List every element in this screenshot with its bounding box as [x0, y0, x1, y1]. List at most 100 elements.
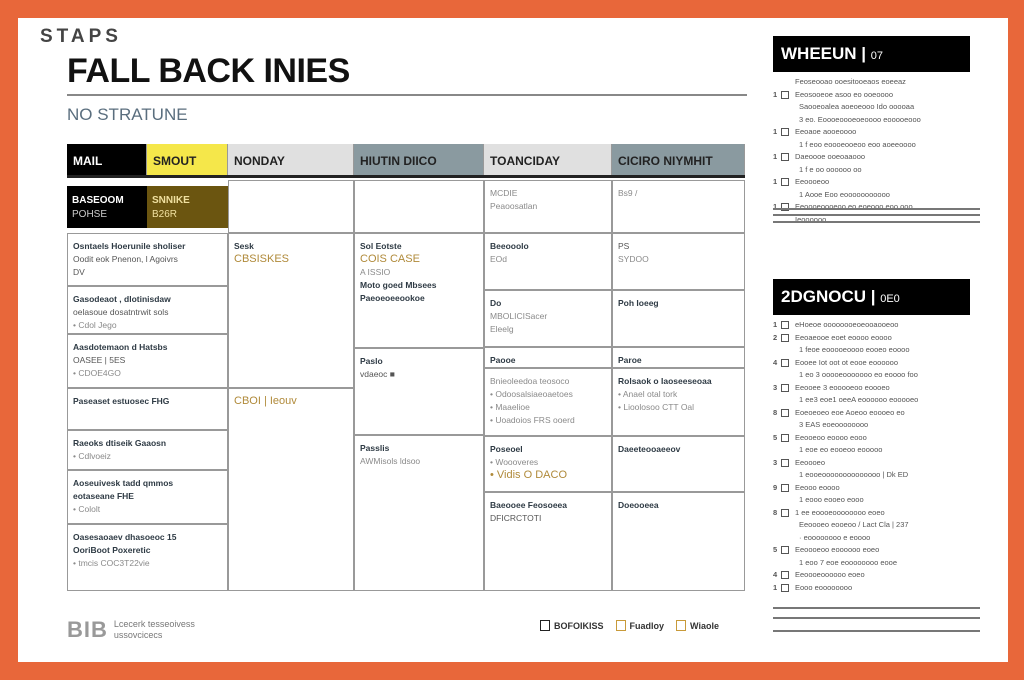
cell-text: Moto goed Mbsees — [360, 280, 437, 290]
task-checkbox[interactable] — [781, 358, 789, 367]
grid-cell[interactable]: Aasdotemaon d Hatsbs OASEE | 5ES • CDOE4GO — [67, 334, 228, 388]
grid-cell[interactable]: Daeeteooaeeov — [612, 436, 745, 492]
task-text: 1 eooo eooeo eooo — [799, 495, 864, 504]
grid-cell[interactable]: Sesk CBSISKES — [228, 233, 354, 388]
task-checkbox[interactable] — [781, 458, 789, 467]
grid-cell[interactable]: Paslo vdaeoc ■ — [354, 348, 484, 435]
task-item: 1 eoo 7 eoe eoooooooo eooe — [773, 557, 973, 570]
cell-text: PS — [618, 241, 630, 251]
task-item[interactable]: 1 Eeosooeoe asoo eo ooeoooo — [773, 89, 973, 102]
cell-text: Osntaels Hoerunile sholiser — [73, 241, 186, 251]
grid-cell[interactable]: Poseoel • Woooveres • Vidis O DACO — [484, 436, 612, 492]
cell-text: Paroe — [618, 355, 642, 365]
grid-cell[interactable]: Paooe — [484, 347, 612, 368]
task-checkbox[interactable] — [781, 90, 789, 99]
task-text: Saooeoalea aoeoeooo Ido ooooaa — [799, 102, 915, 111]
cell-text: Gasodeaot , dlotinisdaw — [73, 294, 171, 304]
grid-cell[interactable]: Beeooolo EOd — [484, 233, 612, 290]
task-text: 3 eo. Eoooeoooeoeoooo eooooeooo — [799, 114, 921, 124]
task-text: Eeoaoe aooeoooo — [795, 127, 857, 136]
grid-cell[interactable]: Sol Eotste COIS CASE A ISSIO Moto goed Mbs… — [354, 233, 484, 348]
task-text: eHoeoe oooooooeoeooaooeoo — [795, 320, 899, 329]
grid-cell[interactable]: MCDIE Peaoosatlan — [484, 180, 612, 233]
grid-cell[interactable]: Baeooee Feosoeea DFICRCTOTI — [484, 492, 612, 591]
task-item[interactable]: 4 Eeoooeoooooo eoeo — [773, 569, 973, 582]
task-checkbox[interactable] — [781, 583, 789, 592]
task-checkbox[interactable] — [781, 433, 789, 442]
grid-cell[interactable]: Gasodeaot , dlotinisdaw oelasoue dosatntr… — [67, 286, 228, 334]
grid-cell[interactable]: Passlis AWMisols ldsoo — [354, 435, 484, 591]
task-text: Eeosooeoe asoo eo ooeoooo — [795, 89, 894, 99]
grid-cell[interactable]: Doeooeea — [612, 492, 745, 591]
task-text: 1 ee eoooeoooooooo eoeo — [795, 507, 885, 517]
feature-sublabel: B26R — [152, 209, 178, 220]
grid-cell[interactable]: Osntaels Hoerunile sholiser Oodit eok Pne… — [67, 233, 228, 286]
task-checkbox[interactable] — [781, 571, 789, 580]
grid-cell[interactable]: Oasesaoaev dhasoeoc 15 OoriBoot Poxeretic… — [67, 524, 228, 591]
task-item: 1 ee3 eoe1 oeeA eoooooo eooooeo — [773, 394, 973, 407]
cell-text: MBOLICISacer — [490, 311, 548, 321]
grid-cell[interactable] — [228, 180, 354, 233]
task-checkbox[interactable] — [781, 508, 789, 517]
task-checkbox[interactable] — [781, 203, 789, 212]
task-checkbox[interactable] — [781, 546, 789, 555]
grid-cell[interactable] — [354, 180, 484, 233]
task-item: 1 feoe eooooeoooo eooeo eoooo — [773, 344, 973, 357]
column-header: CICIRO NIYMHIT — [612, 144, 745, 176]
legend-label: Fuadloy — [629, 620, 665, 631]
task-item[interactable]: 5 Eeoooeoo eoooooo eoeo — [773, 544, 973, 557]
task-item[interactable]: 4 Eooee Iot oot ot eooe eoooooo — [773, 357, 973, 370]
task-item[interactable]: 3 Eeooee 3 eooooeoo eoooeo — [773, 382, 973, 395]
task-number: 3 — [773, 382, 778, 392]
task-item: Saooeoalea aoeoeooo Ido ooooaa — [773, 101, 973, 114]
task-item[interactable]: 1 Eooo eoooooooo — [773, 582, 973, 595]
task-item[interactable]: 1 eHoeoe oooooooeoeooaooeoo — [773, 319, 973, 332]
grid-cell[interactable]: CBOI | Ieouv — [228, 388, 354, 591]
task-item[interactable]: 1 Eeoooeoooeoo eo eoeooo eoo ooo — [773, 201, 973, 214]
cell-text: Poseoel — [490, 444, 523, 454]
task-checkbox[interactable] — [781, 178, 789, 187]
task-item[interactable]: 5 Eeooeoo eoooo eooo — [773, 432, 973, 445]
task-checkbox[interactable] — [781, 333, 789, 342]
task-number: 8 — [773, 507, 778, 517]
grid-cell[interactable]: PS SYDOO — [612, 233, 745, 290]
cell-text: Bnieoleedoa teosoco — [490, 376, 570, 386]
task-text: Eooo eoooooooo — [795, 582, 853, 592]
task-checkbox[interactable] — [781, 408, 789, 417]
grid-cell[interactable]: Rolsaok o Iaoseeseoaa • Anael otal tork • … — [612, 368, 745, 436]
column-header: SMOUT — [147, 144, 228, 176]
task-item[interactable]: 1 Eeoooeoo — [773, 176, 973, 189]
task-item[interactable]: 8 1 ee eoooeoooooooo eoeo — [773, 507, 973, 520]
cell-text: Raeoks dtiseik Gaaosn — [73, 438, 167, 448]
task-item[interactable]: 2 Eeoaeooe eoet eoooo eoooo — [773, 332, 973, 345]
grid-cell[interactable]: Aoseuivesk tadd qmmos eotaseane FHE • Colo… — [67, 470, 228, 524]
task-checkbox[interactable] — [781, 321, 789, 330]
grid-cell[interactable]: Do MBOLICISacer Eleelg — [484, 290, 612, 347]
task-item: 3 EAS eoeoooooooo — [773, 419, 973, 432]
grid-cell[interactable]: Bs9 / — [612, 180, 745, 233]
task-item[interactable]: 9 Eeooo eoooo — [773, 482, 973, 495]
task-item[interactable]: 3 Eeoooeo — [773, 457, 973, 470]
writing-line — [773, 208, 980, 210]
task-item: 1 eooeoooooooooooooo | Dk ED — [773, 469, 973, 482]
task-item: Feoseooao ooesitooeaos eoeeaz — [773, 76, 973, 89]
task-checkbox[interactable] — [781, 383, 789, 392]
task-item[interactable]: 8 Eoeoeoeo eoe Aoeoo eoooeo eo — [773, 407, 973, 420]
task-item[interactable]: 1 Eeoaoe aooeoooo — [773, 126, 973, 139]
grid-cell[interactable]: Poh Ioeeg — [612, 290, 745, 347]
task-item[interactable]: 1 Daeoooe ooeoaaooo — [773, 151, 973, 164]
grid-cell[interactable]: Paroe — [612, 347, 745, 368]
cell-text: Paeoeoeeookoe — [360, 293, 425, 303]
writing-line — [773, 221, 980, 223]
cell-text: Peaoosatlan — [490, 201, 538, 211]
grid-cell[interactable]: Paseaset estuosec FHG — [67, 388, 228, 430]
task-checkbox[interactable] — [781, 128, 789, 137]
task-text: Ieoooooo — [795, 214, 827, 224]
grid-cell[interactable]: Raeoks dtiseik Gaaosn • Cdlvoeiz — [67, 430, 228, 470]
grid-cell[interactable]: Bnieoleedoa teosoco • Odoosalsiaeoaetoes •… — [484, 368, 612, 436]
legend-swatch — [615, 620, 626, 631]
task-checkbox[interactable] — [781, 483, 789, 492]
legend-swatch — [676, 620, 687, 631]
cell-text: Do — [490, 298, 502, 308]
task-checkbox[interactable] — [781, 153, 789, 162]
